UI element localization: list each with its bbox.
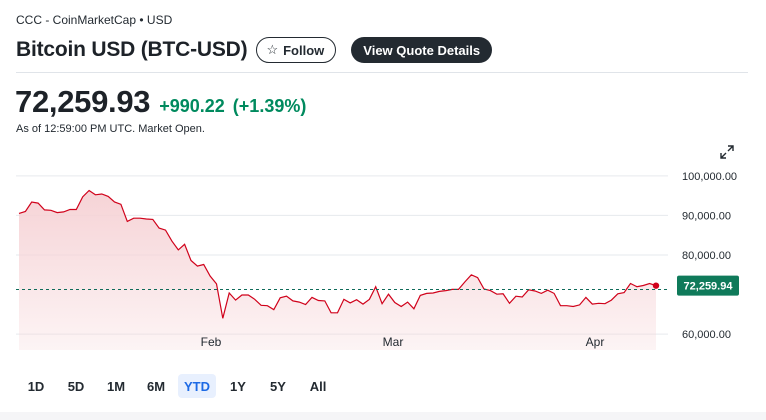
x-tick-label: Feb (201, 335, 222, 349)
price-area (19, 190, 656, 350)
range-ytd[interactable]: YTD (178, 374, 216, 398)
range-1y[interactable]: 1Y (220, 374, 256, 398)
current-price-marker (652, 282, 660, 289)
star-icon: ☆ (266, 42, 279, 57)
price-line (18, 189, 657, 319)
price-change: +990.22 (159, 96, 225, 116)
range-6m[interactable]: 6M (138, 374, 174, 398)
title-row: Bitcoin USD (BTC-USD) ☆ Follow View Quot… (16, 37, 493, 63)
range-5d[interactable]: 5D (58, 374, 94, 398)
current-price: 72,259.93 (15, 84, 151, 119)
current-price-tag (677, 275, 739, 296)
page-title: Bitcoin USD (BTC-USD) (16, 38, 248, 61)
range-all[interactable]: All (300, 374, 336, 398)
range-1d[interactable]: 1D (18, 374, 54, 398)
current-price-tag-label: 72,259.94 (684, 281, 734, 293)
follow-label: Follow (283, 42, 325, 58)
view-quote-details-button[interactable]: View Quote Details (351, 37, 493, 63)
y-tick-label: 90,000.00 (682, 210, 731, 222)
x-tick-label: Apr (586, 335, 605, 349)
quote-source: CCC - CoinMarketCap • USD (16, 13, 173, 27)
price-change-percent: (+1.39%) (232, 96, 307, 116)
divider (16, 72, 748, 73)
y-tick-label: 60,000.00 (682, 329, 731, 341)
price-chart[interactable]: 100,000.00 90,000.00 80,000.00 60,000.00 72,… (0, 160, 766, 355)
y-tick-label: 100,000.00 (682, 171, 737, 183)
follow-button[interactable]: ☆ Follow (256, 37, 337, 63)
market-time: As of 12:59:00 PM UTC. Market Open. (16, 123, 205, 135)
range-selector: 1D 5D 1M 6M YTD 1Y 5Y All (18, 374, 336, 398)
x-tick-label: Mar (383, 335, 404, 349)
price-row: 72,259.93 +990.22 (+1.39%) (15, 84, 306, 120)
range-5y[interactable]: 5Y (260, 374, 296, 398)
y-tick-label: 80,000.00 (682, 250, 731, 262)
range-1m[interactable]: 1M (98, 374, 134, 398)
expand-icon[interactable] (719, 144, 735, 160)
